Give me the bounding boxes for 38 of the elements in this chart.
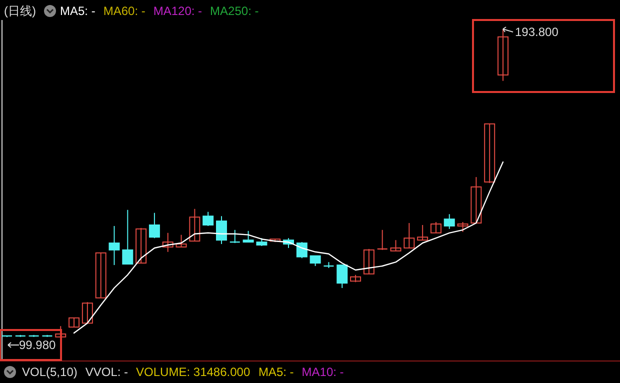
candlestick bbox=[457, 222, 468, 232]
text: MA5: - bbox=[258, 365, 294, 379]
candlestick bbox=[68, 317, 80, 328]
candlestick bbox=[498, 28, 508, 82]
candlestick bbox=[108, 225, 120, 266]
text: MA10: - bbox=[302, 365, 344, 379]
candlestick bbox=[202, 211, 214, 226]
candlestick bbox=[444, 214, 455, 230]
chart-title: (日线) bbox=[4, 4, 36, 18]
candlestick bbox=[122, 209, 134, 265]
candlestick bbox=[242, 230, 254, 243]
candlestick bbox=[176, 234, 187, 248]
candlestick bbox=[95, 252, 106, 298]
candlestick bbox=[162, 232, 174, 252]
candlestick bbox=[470, 176, 482, 224]
candlestick bbox=[310, 255, 321, 267]
candlestick bbox=[390, 240, 402, 252]
candlestick bbox=[136, 227, 147, 264]
text: VVOL: - bbox=[85, 365, 128, 379]
candlestick bbox=[404, 222, 415, 248]
candlestick bbox=[484, 123, 496, 184]
text: MA5: - bbox=[60, 4, 96, 18]
candlestick bbox=[189, 208, 200, 242]
candlestick bbox=[363, 248, 374, 274]
text: 193.800 bbox=[515, 25, 559, 39]
text: VOL(5,10) bbox=[22, 365, 78, 379]
candlestick bbox=[148, 212, 160, 239]
legend-label: MA250: - bbox=[210, 4, 259, 18]
text: VOLUME: 31486.000 bbox=[136, 365, 250, 379]
candlestick bbox=[216, 216, 227, 245]
text: 99.980 bbox=[19, 338, 56, 352]
candlestick bbox=[82, 302, 93, 324]
candlestick bbox=[430, 222, 442, 234]
legend-label: MA120: - bbox=[153, 4, 202, 18]
candlestick bbox=[336, 264, 348, 289]
legend-label: MA60: - bbox=[103, 4, 146, 18]
candlestick bbox=[417, 224, 428, 241]
candlestick bbox=[296, 242, 308, 259]
